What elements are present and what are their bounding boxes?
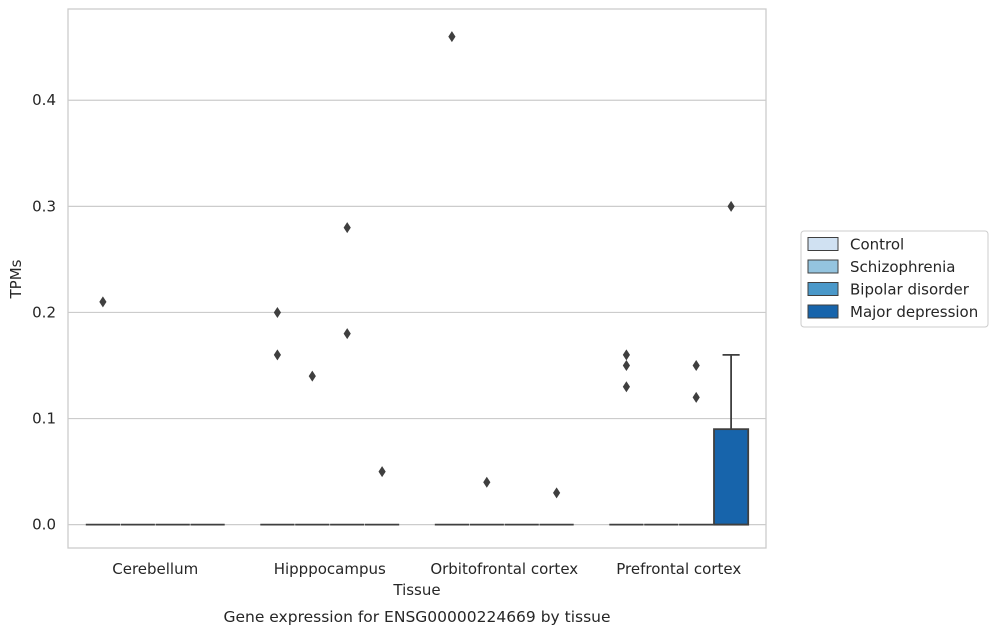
outlier-point: [448, 31, 456, 43]
outlier-point: [273, 349, 281, 361]
y-tick-labels: 0.0 0.1 0.2 0.3 0.4: [32, 91, 56, 533]
chart-caption: Gene expression for ENSG00000224669 by t…: [223, 608, 610, 626]
legend-frame: [800, 230, 989, 328]
gridlines: [68, 99, 766, 526]
x-tick-label: Cerebellum: [112, 560, 198, 578]
legend-label: Major depression: [850, 303, 978, 321]
box-group: [539, 487, 574, 526]
legend-label: Schizophrenia: [850, 258, 955, 276]
outlier-point: [378, 466, 386, 478]
outlier-point: [273, 306, 281, 318]
y-tick-label: 0.4: [32, 91, 56, 109]
outlier-point: [692, 360, 700, 372]
box-group: [469, 476, 504, 526]
legend-swatch: [807, 304, 839, 319]
legend-label: Bipolar disorder: [850, 281, 970, 299]
outlier-point: [622, 360, 630, 372]
outlier-point: [622, 381, 630, 393]
y-tick-label: 0.2: [32, 303, 56, 321]
box-group: [609, 349, 644, 526]
outlier-point: [343, 222, 351, 234]
y-tick-label: 0.0: [32, 516, 56, 534]
legend-swatch: [807, 259, 839, 274]
x-axis-title: Tissue: [392, 581, 440, 599]
legend-label: Control: [850, 236, 904, 254]
box-group: [713, 200, 750, 526]
y-tick-label: 0.1: [32, 410, 56, 428]
outlier-point: [622, 349, 630, 361]
boxes: [85, 31, 750, 526]
legend-swatch: [807, 282, 839, 296]
box-group: [434, 31, 470, 526]
x-tick-label: Prefrontal cortex: [616, 560, 741, 578]
y-tick-label: 0.3: [32, 197, 56, 215]
box-group: [260, 306, 295, 526]
plot-frame: [67, 8, 767, 549]
outlier-point: [99, 296, 107, 308]
outlier-point: [483, 476, 491, 488]
box-rect: [713, 428, 750, 526]
outlier-point: [343, 328, 351, 340]
legend: Control Schizophrenia Bipolar disorder Majo…: [800, 230, 989, 328]
x-tick-label: Orbitofrontal cortex: [430, 560, 578, 578]
box-group: [85, 296, 121, 526]
box-group: [330, 222, 365, 526]
y-axis-title: TPMs: [7, 259, 25, 299]
box-group: [295, 370, 330, 526]
legend-swatch: [807, 237, 839, 251]
box-group: [364, 466, 400, 526]
box-group: [679, 360, 714, 526]
outlier-point: [692, 391, 700, 403]
outlier-point: [727, 200, 735, 212]
outlier-point: [308, 370, 316, 382]
x-tick-labels: Cerebellum Hipppocampus Orbitofrontal cort…: [112, 560, 741, 578]
x-tick-label: Hipppocampus: [274, 560, 386, 578]
outlier-point: [553, 487, 561, 499]
